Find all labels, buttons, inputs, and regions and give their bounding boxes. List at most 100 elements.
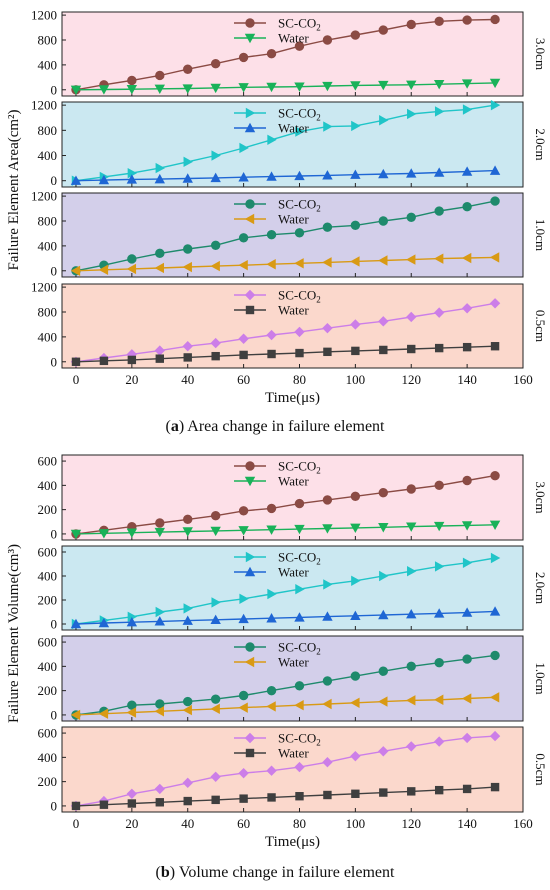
data-point bbox=[351, 789, 360, 798]
y-tick-label: 800 bbox=[38, 33, 58, 48]
panel-label-05cm: 0.5cm bbox=[533, 310, 548, 342]
y-tick-label: 1200 bbox=[31, 189, 57, 204]
legend-label-water: Water bbox=[278, 746, 309, 761]
data-point bbox=[99, 800, 109, 809]
data-point bbox=[323, 121, 333, 132]
data-point bbox=[462, 654, 472, 664]
data-point bbox=[378, 487, 389, 498]
series-line bbox=[75, 169, 496, 182]
data-point bbox=[350, 491, 361, 501]
legend-marker bbox=[245, 18, 255, 28]
data-point bbox=[183, 64, 193, 74]
data-point bbox=[433, 253, 444, 264]
data-point bbox=[461, 303, 473, 314]
data-point bbox=[322, 757, 333, 768]
data-point bbox=[70, 265, 81, 276]
data-point bbox=[238, 52, 249, 63]
series-water-2cm bbox=[70, 165, 501, 185]
y-tick-label: 200 bbox=[38, 593, 58, 608]
x-tick-label: 0 bbox=[73, 372, 80, 387]
data-point bbox=[126, 707, 137, 718]
data-point bbox=[155, 699, 165, 709]
data-point bbox=[266, 613, 277, 623]
data-point bbox=[211, 795, 220, 805]
data-point bbox=[183, 796, 192, 806]
data-point bbox=[126, 617, 138, 627]
data-point bbox=[154, 783, 165, 795]
legend-label-water: Water bbox=[278, 655, 309, 670]
series-line bbox=[75, 345, 496, 363]
data-point bbox=[183, 156, 193, 168]
legend-label-sc-co2: SC-CO2 bbox=[278, 288, 321, 305]
data-point bbox=[461, 521, 473, 531]
data-point bbox=[182, 527, 193, 537]
panel-label-2cm: 2.0cm bbox=[533, 128, 548, 160]
data-point bbox=[378, 609, 389, 620]
data-point bbox=[154, 173, 165, 184]
x-tick-label: 160 bbox=[513, 816, 533, 831]
series-line bbox=[75, 82, 496, 91]
data-point bbox=[378, 80, 389, 91]
data-point bbox=[71, 801, 81, 811]
legend-label-water: Water bbox=[278, 565, 309, 580]
data-point bbox=[490, 99, 501, 111]
data-point bbox=[378, 696, 388, 707]
data-point bbox=[98, 264, 109, 276]
data-point bbox=[462, 15, 472, 25]
x-tick-label: 40 bbox=[181, 372, 194, 387]
y-tick-label: 0 bbox=[51, 526, 58, 541]
caption-b-letter: b bbox=[160, 864, 170, 881]
data-point bbox=[210, 614, 221, 624]
y-tick-label: 0 bbox=[51, 263, 58, 278]
series-water-3cm bbox=[70, 78, 501, 95]
y-tick-label: 400 bbox=[38, 659, 58, 674]
series-line bbox=[75, 654, 496, 716]
data-point bbox=[461, 693, 472, 704]
data-point bbox=[434, 480, 444, 491]
data-point bbox=[210, 337, 221, 349]
series-water-1cm bbox=[70, 252, 500, 276]
series-water-05cm bbox=[71, 342, 500, 366]
legend-label-sc-co2: SC-CO2 bbox=[278, 106, 321, 123]
data-point bbox=[489, 252, 500, 263]
data-point bbox=[99, 356, 109, 366]
y-tick-label: 600 bbox=[38, 635, 58, 650]
caption-a-text: Area change in failure element bbox=[187, 418, 385, 435]
data-point bbox=[210, 703, 220, 715]
series-line bbox=[75, 524, 496, 535]
data-point bbox=[127, 355, 137, 365]
y-axis-title: Failure Element Volume(cm³) bbox=[6, 544, 22, 723]
data-point bbox=[266, 48, 277, 59]
data-point bbox=[490, 552, 501, 564]
series-water-2cm bbox=[70, 606, 501, 629]
y-tick-label: 400 bbox=[38, 478, 58, 493]
data-point bbox=[378, 168, 389, 179]
data-point bbox=[461, 79, 473, 89]
panel-label-05cm: 0.5cm bbox=[533, 753, 548, 785]
data-point bbox=[210, 260, 220, 272]
data-point bbox=[378, 216, 389, 226]
data-point bbox=[294, 524, 305, 535]
data-point bbox=[266, 503, 277, 514]
x-tick-label: 160 bbox=[513, 372, 533, 387]
legend-marker bbox=[244, 289, 256, 301]
panel-label-2cm: 2.0cm bbox=[533, 572, 548, 604]
data-point bbox=[210, 83, 221, 94]
data-point bbox=[433, 79, 445, 90]
data-point bbox=[266, 82, 277, 93]
data-point bbox=[489, 692, 500, 703]
series-line bbox=[75, 696, 496, 716]
data-point bbox=[210, 172, 221, 183]
data-point bbox=[211, 351, 220, 361]
data-point bbox=[378, 316, 389, 327]
data-point bbox=[462, 342, 472, 352]
data-point bbox=[295, 126, 305, 137]
x-tick-label: 100 bbox=[346, 372, 366, 387]
series-water-3cm bbox=[70, 520, 501, 540]
data-point bbox=[210, 771, 221, 782]
series-sc-co2-2cm bbox=[71, 99, 501, 186]
